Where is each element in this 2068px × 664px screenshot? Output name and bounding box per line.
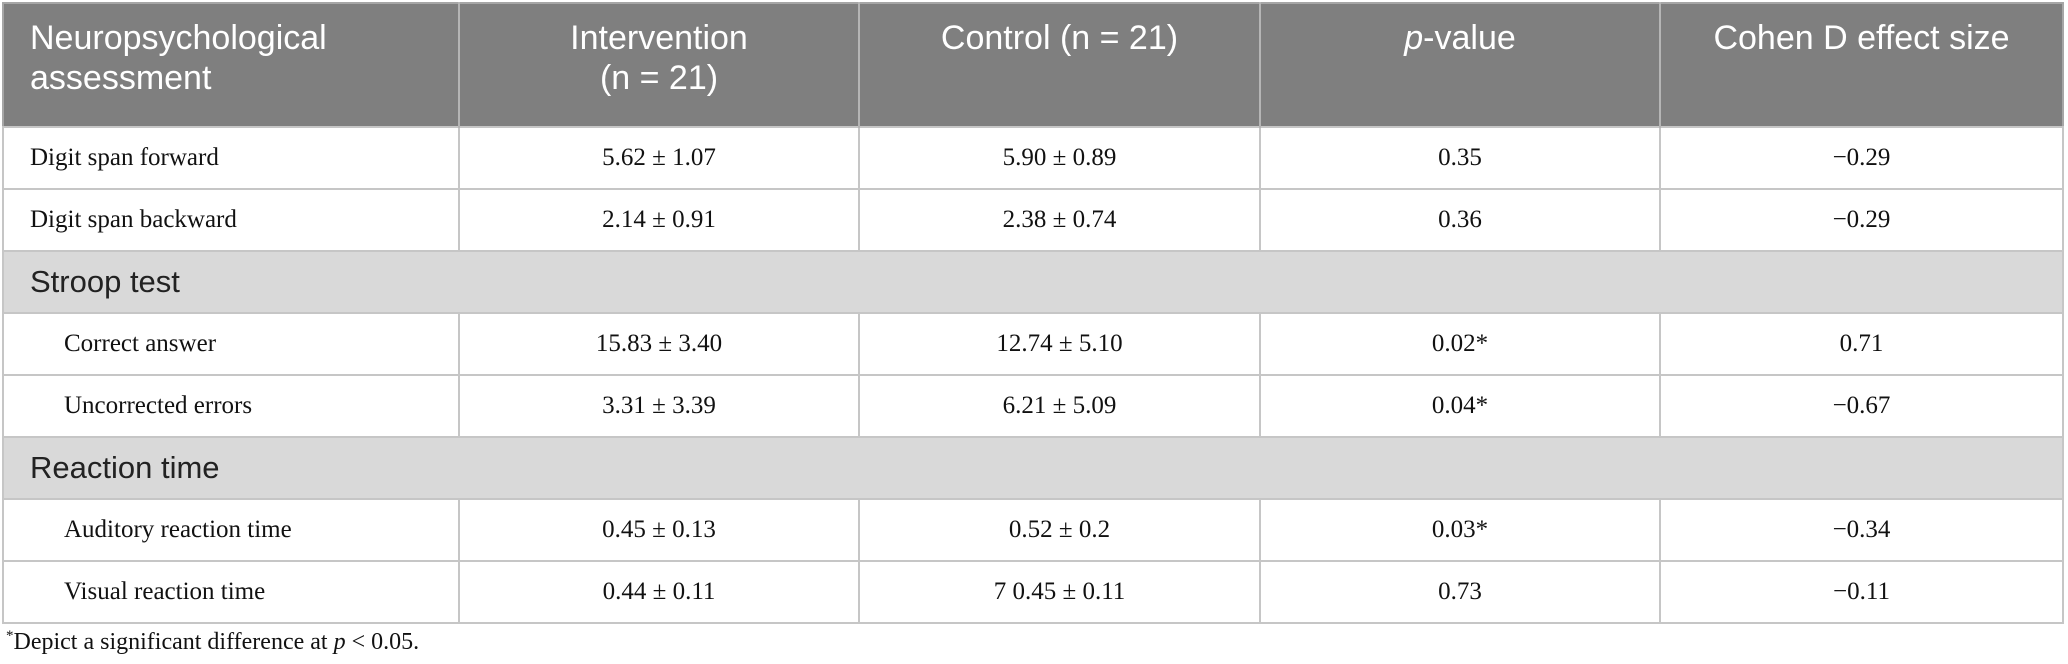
header-text: p [1404,19,1424,57]
cell: −0.29 [1659,126,2064,190]
results-table: Neuropsychological assessment Interventio… [2,2,2064,624]
data-row: Auditory reaction time 0.45 ± 0.13 0.52 ± … [2,498,2064,562]
cell: 12.74 ± 5.10 [858,312,1261,376]
footnote-text: < 0.05. [345,629,420,655]
row-label: Digit span forward [2,126,460,190]
header-cell: Control (n = 21) [858,3,1260,127]
header-text: Control (n = 21) [940,19,1179,57]
header-cell: Intervention (n = 21) [458,3,859,127]
row-label: Correct answer [2,312,460,376]
footnote-text: p [333,629,346,655]
cell: 0.04* [1259,374,1661,438]
cell: −0.67 [1659,374,2064,438]
row-label: Visual reaction time [2,560,460,624]
header-text: Neuropsychological [30,19,327,57]
row-label: Digit span backward [2,188,460,252]
footnote-text: Depict a significant difference at [13,629,334,655]
cell: 0.52 ± 0.2 [858,498,1261,562]
header-text: -value [1423,19,1516,57]
cell: 6.21 ± 5.09 [858,374,1261,438]
header-cell: Neuropsychological assessment [3,3,459,127]
data-row: Visual reaction time 0.44 ± 0.11 7 0.45 ± … [2,560,2064,624]
cell: −0.11 [1659,560,2064,624]
header-cell: p-value [1259,3,1660,127]
row-label: Uncorrected errors [2,374,460,438]
header-text: Cohen D effect size [1713,19,2010,57]
header-text: assessment [30,59,212,97]
cell: −0.29 [1659,188,2064,252]
row-label: Auditory reaction time [2,498,460,562]
footnote: *Depict a significant difference at p < … [6,628,419,656]
data-row: Correct answer 15.83 ± 3.40 12.74 ± 5.10 0.… [2,312,2064,376]
cell: 5.62 ± 1.07 [458,126,860,190]
table-body: Digit span forward 5.62 ± 1.07 5.90 ± 0.89… [2,126,2064,624]
data-row: Uncorrected errors 3.31 ± 3.39 6.21 ± 5.09… [2,374,2064,438]
cell: 0.45 ± 0.13 [458,498,860,562]
cell: 0.03* [1259,498,1661,562]
cell: 2.38 ± 0.74 [858,188,1261,252]
header-text: Intervention [570,19,748,57]
cell: 3.31 ± 3.39 [458,374,860,438]
cell: 15.83 ± 3.40 [458,312,860,376]
cell: 0.36 [1259,188,1661,252]
footnote-mark: * [6,628,14,644]
section-row: Reaction time [2,436,2064,500]
data-row: Digit span backward 2.14 ± 0.91 2.38 ± 0.7… [2,188,2064,252]
section-row: Stroop test [2,250,2064,314]
section-label: Stroop test [2,250,2064,314]
cell: 7 0.45 ± 0.11 [858,560,1261,624]
section-label: Reaction time [2,436,2064,500]
cell: 0.02* [1259,312,1661,376]
header-text: (n = 21) [599,59,719,97]
cell: 0.35 [1259,126,1661,190]
cell: −0.34 [1659,498,2064,562]
cell: 5.90 ± 0.89 [858,126,1261,190]
cell: 0.73 [1259,560,1661,624]
cell: 0.44 ± 0.11 [458,560,860,624]
cell: 2.14 ± 0.91 [458,188,860,252]
cell: 0.71 [1659,312,2064,376]
header-row: Neuropsychological assessment Interventio… [3,3,2063,127]
data-row: Digit span forward 5.62 ± 1.07 5.90 ± 0.89… [2,126,2064,190]
header-cell: Cohen D effect size [1659,3,2063,127]
